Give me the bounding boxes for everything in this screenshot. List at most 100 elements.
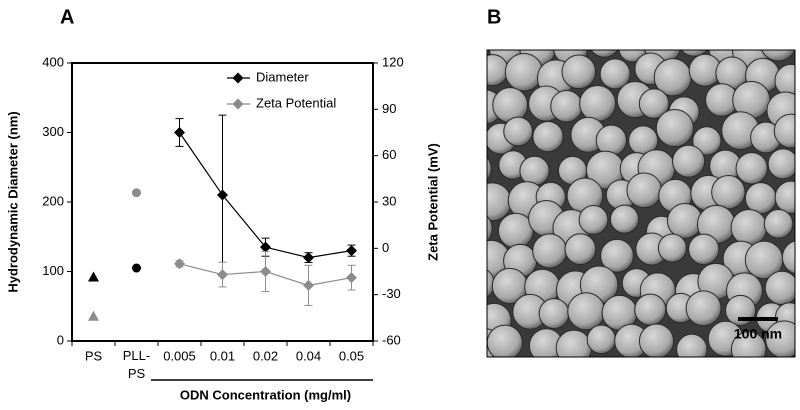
bead xyxy=(688,233,720,265)
bead xyxy=(711,174,746,210)
x-tick-label: PLL- PS xyxy=(123,348,150,381)
bead xyxy=(487,182,512,222)
bead xyxy=(487,54,509,87)
bead xyxy=(487,50,489,59)
bead xyxy=(672,144,706,178)
y-tick-label: 400 xyxy=(42,54,64,69)
bead xyxy=(564,233,597,265)
plot: 0 100 200 300 400 -60 -30 0 30 60 90 120 PS PLL- PS 0.0… xyxy=(5,54,440,402)
y2-tick-label: -30 xyxy=(382,286,401,301)
bead xyxy=(761,50,795,62)
bead xyxy=(586,324,617,355)
bead xyxy=(590,50,619,58)
line-segment xyxy=(265,270,309,286)
line-segment xyxy=(265,246,309,259)
bead xyxy=(487,269,495,299)
y-tick-label: 0 xyxy=(57,332,64,347)
marker xyxy=(132,263,141,273)
bead xyxy=(781,240,795,275)
y2-axis-label: Zeta Potential (mV) xyxy=(425,143,440,261)
bead xyxy=(599,58,631,90)
bead xyxy=(561,54,597,90)
panel-label: A xyxy=(60,6,74,28)
line-segment xyxy=(222,270,266,276)
bead xyxy=(504,52,544,92)
bead xyxy=(638,88,670,119)
marker xyxy=(174,127,185,138)
bead xyxy=(657,233,687,263)
plot-frame xyxy=(71,62,374,342)
bead xyxy=(487,215,493,243)
bead xyxy=(774,180,795,214)
marker xyxy=(346,272,357,284)
bead xyxy=(567,292,606,331)
sem-image xyxy=(487,50,795,357)
bead xyxy=(555,329,593,357)
x-tick-label: 0.01 xyxy=(210,348,235,363)
x-tick-label: 0.04 xyxy=(296,348,321,363)
bead xyxy=(773,113,795,149)
marker xyxy=(232,98,244,110)
bead xyxy=(609,204,640,234)
line-segment xyxy=(222,194,266,248)
line-segment xyxy=(179,263,223,276)
bead xyxy=(550,89,583,123)
bead xyxy=(692,126,722,156)
label-line: PLL- xyxy=(123,348,150,363)
marker xyxy=(217,269,228,281)
bead xyxy=(765,320,795,357)
marker xyxy=(232,72,244,84)
marker xyxy=(260,241,271,253)
bead xyxy=(685,290,722,327)
marker xyxy=(303,279,314,291)
bead xyxy=(730,331,767,357)
bead xyxy=(519,155,550,187)
line-segment xyxy=(179,132,223,196)
y-axis-label: Hydrodynamic Diameter (nm) xyxy=(5,111,20,292)
bead xyxy=(578,205,609,235)
panel-label: B xyxy=(487,6,501,28)
bead xyxy=(730,209,768,246)
bead xyxy=(600,238,634,273)
bead xyxy=(595,124,628,157)
marker xyxy=(260,266,271,277)
scale-bar-label: 100 nm xyxy=(734,326,782,342)
marker xyxy=(217,189,228,201)
x-tick-label: 0.05 xyxy=(339,348,364,363)
bead xyxy=(503,116,534,147)
bead xyxy=(487,156,492,181)
y2-tick-label: 90 xyxy=(382,101,396,116)
y2-tick-label: 0 xyxy=(382,240,389,255)
y-tick-label: 100 xyxy=(42,263,64,278)
line-segment xyxy=(308,277,352,286)
y2-tick-label: 60 xyxy=(382,147,396,162)
bead xyxy=(676,333,708,357)
legend-label: Zeta Potential xyxy=(256,95,336,110)
bead xyxy=(680,50,708,57)
marker xyxy=(88,271,99,282)
marker xyxy=(132,188,141,198)
bead xyxy=(532,233,568,269)
bead xyxy=(767,148,795,180)
bead xyxy=(764,270,795,306)
y2-tick-label: 30 xyxy=(382,193,396,208)
y2-tick-label: -60 xyxy=(382,332,401,347)
x-tick-label: 0.005 xyxy=(163,348,196,363)
y2-tick-label: 120 xyxy=(382,54,404,69)
marker xyxy=(174,258,185,270)
label-line: PS xyxy=(128,366,146,381)
bead xyxy=(487,324,523,357)
bead xyxy=(538,298,570,329)
bead xyxy=(638,323,675,357)
x-tick-label: PS xyxy=(85,348,103,363)
bead xyxy=(634,293,667,326)
bead xyxy=(735,152,768,185)
marker xyxy=(88,310,99,321)
bead xyxy=(763,209,794,239)
legend-label: Diameter xyxy=(256,69,309,84)
bead xyxy=(744,182,777,215)
line-segment xyxy=(308,250,352,259)
y-tick-label: 300 xyxy=(42,124,64,139)
bead xyxy=(655,108,694,148)
